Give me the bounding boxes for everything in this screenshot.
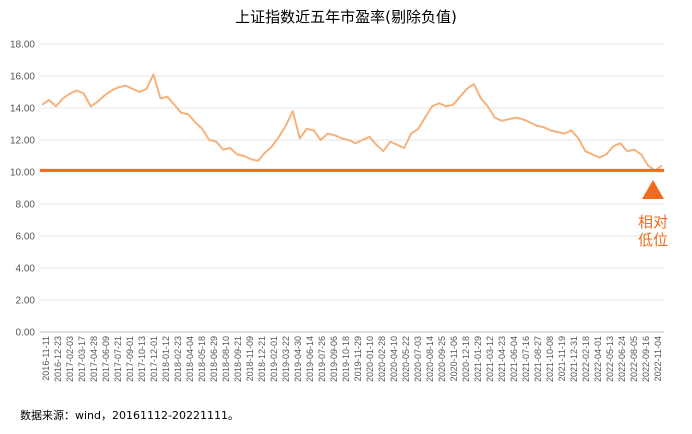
y-tick-label: 8.00 <box>16 200 36 211</box>
x-tick-label: 2020-08-14 <box>425 336 435 382</box>
x-tick-label: 2018-01-12 <box>161 336 171 382</box>
x-tick-label: 2022-11-04 <box>653 336 663 381</box>
x-tick-label: 2019-11-29 <box>353 336 363 381</box>
x-tick-label: 2017-03-17 <box>77 336 87 382</box>
source-note: 数据来源：wind，20161112-20221111。 <box>20 408 239 422</box>
x-tick-label: 2018-08-10 <box>221 336 231 382</box>
x-tick-label: 2021-06-04 <box>509 336 519 382</box>
x-axis-ticks: 2016-11-11 2016-12-23 2017-02-03 2017-03-17… <box>41 336 663 382</box>
x-tick-label: 2017-10-13 <box>137 336 147 382</box>
x-tick-label: 2021-11-19 <box>557 336 567 381</box>
grid-lines <box>40 43 664 333</box>
x-tick-label: 2022-08-05 <box>629 336 639 382</box>
x-tick-label: 2017-12-01 <box>149 336 159 382</box>
x-tick-label: 2017-07-21 <box>113 336 123 382</box>
series-line <box>41 73 663 172</box>
x-tick-label: 2020-11-06 <box>449 336 459 381</box>
x-tick-label: 2017-04-28 <box>89 336 99 382</box>
x-tick-label: 2021-04-23 <box>497 336 507 382</box>
x-tick-label: 2020-07-03 <box>413 336 423 382</box>
y-axis-ticks: 0.00 2.00 4.00 6.00 8.00 10.00 12.00 14.00 16.00… <box>10 40 35 339</box>
x-tick-label: 2019-06-14 <box>305 336 315 382</box>
x-tick-label: 2021-01-29 <box>473 336 483 382</box>
x-tick-label: 2020-01-10 <box>365 336 375 382</box>
x-tick-label: 2021-12-31 <box>569 336 579 382</box>
x-tick-label: 2021-03-12 <box>485 336 495 382</box>
x-tick-label: 2021-08-27 <box>533 336 543 382</box>
x-tick-label: 2016-12-23 <box>53 336 63 382</box>
annotation-line1: 相对 <box>638 213 668 231</box>
x-tick-label: 2020-02-28 <box>377 336 387 382</box>
x-tick-label: 2021-10-08 <box>545 336 555 382</box>
y-tick-label: 4.00 <box>16 264 36 275</box>
x-tick-label: 2022-06-24 <box>617 336 627 382</box>
x-tick-label: 2022-02-18 <box>581 336 591 382</box>
x-tick-label: 2018-09-21 <box>233 336 243 382</box>
y-tick-label: 18.00 <box>10 40 35 51</box>
y-tick-label: 10.00 <box>10 168 35 179</box>
x-tick-label: 2020-09-25 <box>437 336 447 382</box>
annotation-line2: 低位 <box>638 231 668 249</box>
x-tick-label: 2019-09-06 <box>329 336 339 382</box>
x-tick-label: 2018-04-04 <box>185 336 195 382</box>
x-tick-label: 2022-04-01 <box>593 336 603 382</box>
x-tick-label: 2019-02-01 <box>269 336 279 382</box>
y-tick-label: 6.00 <box>16 232 36 243</box>
y-tick-label: 12.00 <box>10 136 35 147</box>
y-tick-label: 2.00 <box>16 296 36 307</box>
x-tick-label: 2022-09-16 <box>641 336 651 382</box>
x-tick-label: 2019-03-22 <box>281 336 291 382</box>
x-tick-label: 2017-06-09 <box>101 336 111 382</box>
x-tick-label: 2019-04-30 <box>293 336 303 382</box>
x-tick-label: 2017-02-03 <box>65 336 75 382</box>
x-tick-label: 2022-05-13 <box>605 336 615 382</box>
y-tick-label: 14.00 <box>10 104 35 115</box>
triangle-marker-icon <box>642 180 664 199</box>
x-tick-label: 2018-06-29 <box>209 336 219 382</box>
x-tick-label: 2019-10-18 <box>341 336 351 382</box>
x-tick-label: 2020-05-22 <box>401 336 411 382</box>
x-tick-label: 2020-12-18 <box>461 336 471 382</box>
x-tick-label: 2020-04-10 <box>389 336 399 382</box>
y-tick-label: 16.00 <box>10 72 35 83</box>
x-tick-label: 2018-02-23 <box>173 336 183 382</box>
x-tick-label: 2018-12-21 <box>257 336 267 382</box>
x-tick-label: 2018-11-09 <box>245 336 255 381</box>
y-tick-label: 0.00 <box>16 328 36 339</box>
x-tick-label: 2016-11-11 <box>41 336 51 381</box>
x-tick-label: 2019-07-26 <box>317 336 327 382</box>
x-tick-label: 2017-09-01 <box>125 336 135 382</box>
x-tick-label: 2021-07-16 <box>521 336 531 382</box>
x-tick-label: 2018-05-18 <box>197 336 207 382</box>
chart-title: 上证指数近五年市盈率(剔除负值) <box>235 8 457 26</box>
